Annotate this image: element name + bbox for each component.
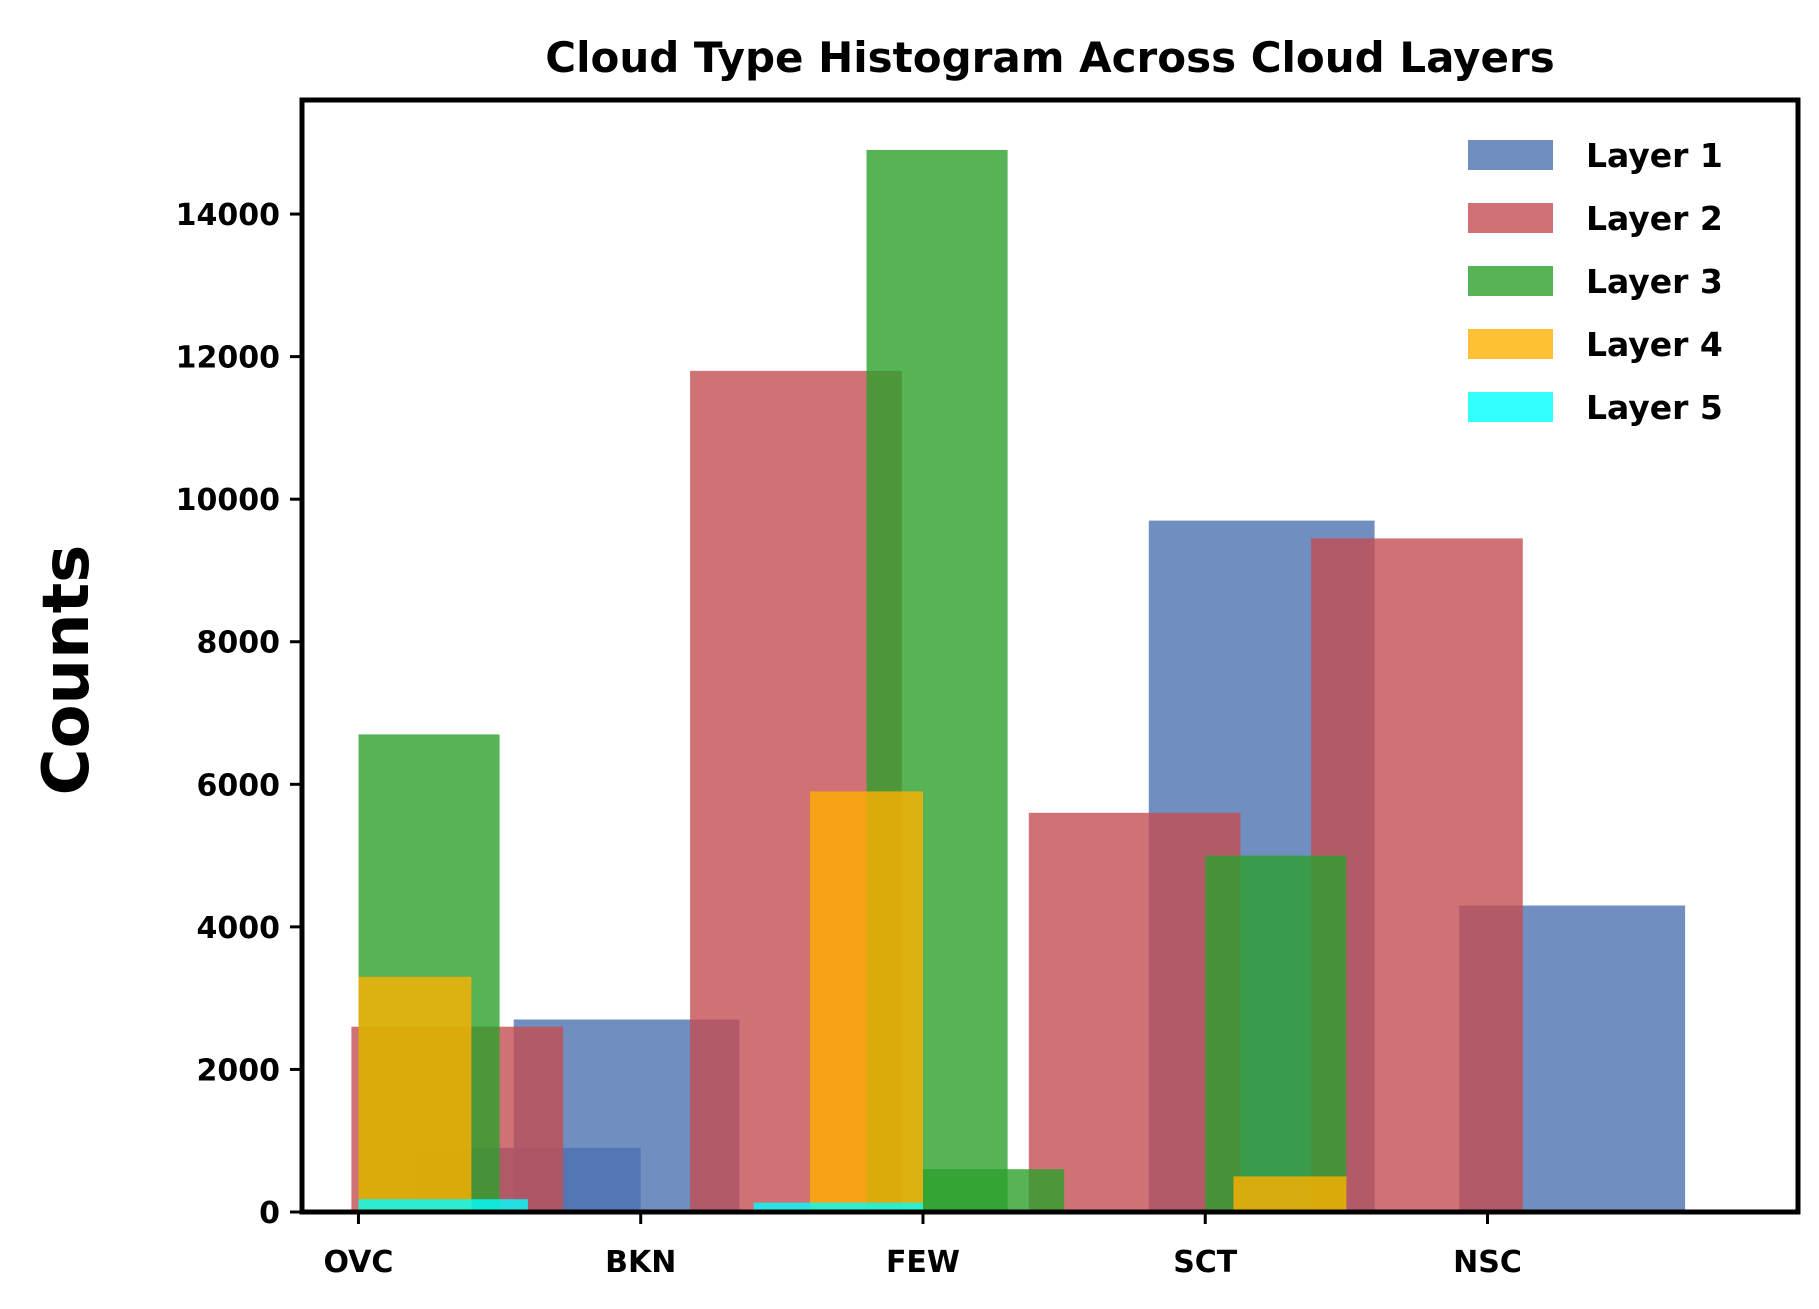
legend-label: Layer 1 [1586,136,1723,175]
legend-swatch [1468,203,1553,233]
y-tick-label: 6000 [197,768,281,803]
y-axis-label: Counts [30,545,104,796]
y-tick-label: 4000 [197,911,281,946]
bar-layer4-1 [359,977,472,1212]
legend: Layer 1 Layer 2 Layer 3 Layer 4 Layer 5 [1468,136,1723,427]
x-axis-ticks: OVC BKN FEW SCT NSC [323,1212,1521,1280]
legend-swatch [1468,329,1553,359]
y-tick-label: 14000 [176,198,280,233]
legend-label: Layer 3 [1586,262,1723,301]
legend-label: Layer 2 [1586,199,1723,238]
y-axis-ticks: 0 2000 4000 6000 8000 10000 12000 14000 [176,198,302,1231]
bar-layer4-2 [810,791,923,1212]
x-tick-label: OVC [323,1245,393,1280]
bars-layer [351,150,1685,1212]
bar-layer3-3 [923,1169,1064,1212]
x-tick-label: BKN [605,1245,676,1280]
legend-swatch [1468,266,1553,296]
chart-title: Cloud Type Histogram Across Cloud Layers [545,33,1555,82]
legend-label: Layer 4 [1586,325,1723,364]
y-tick-label: 12000 [176,341,280,376]
legend-swatch [1468,392,1553,422]
y-tick-label: 10000 [176,483,280,518]
x-tick-label: FEW [886,1245,960,1280]
y-tick-label: 8000 [197,626,281,661]
legend-swatch [1468,140,1553,170]
bar-layer3-4 [1205,856,1346,1212]
y-tick-label: 2000 [197,1053,281,1088]
x-tick-label: NSC [1453,1245,1522,1280]
x-tick-label: SCT [1173,1245,1238,1280]
bar-layer4-3 [1234,1176,1347,1212]
legend-label: Layer 5 [1586,388,1723,427]
y-tick-label: 0 [259,1196,280,1231]
